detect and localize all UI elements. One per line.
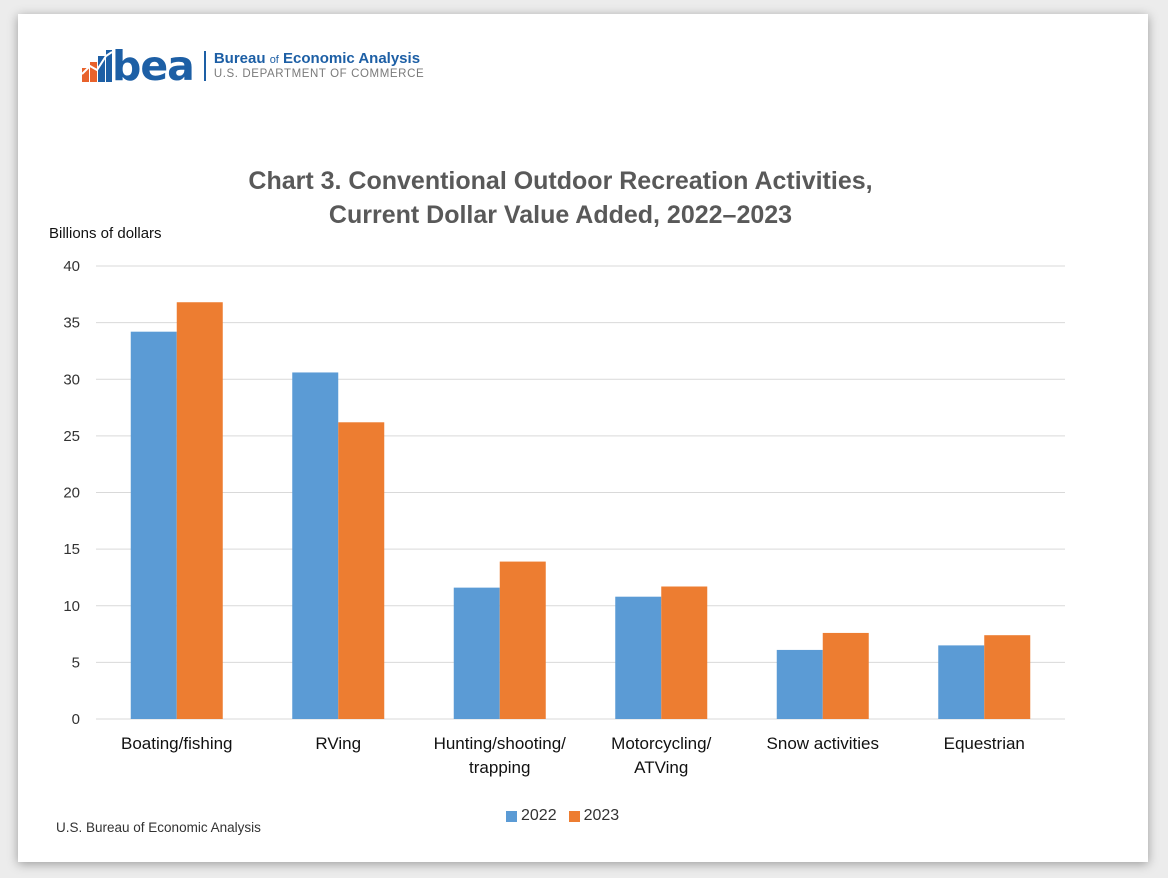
y-tick-label-5: 5: [72, 654, 80, 671]
logo-divider: [203, 51, 206, 81]
bar-2023-1: [338, 422, 385, 719]
y-tick-label-0: 0: [72, 711, 80, 728]
y-tick-label-25: 25: [63, 428, 80, 445]
bar-2022-0: [130, 331, 177, 719]
bar-2023-4: [822, 632, 869, 719]
chart-title: Chart 3. Conventional Outdoor Recreation…: [248, 167, 873, 229]
y-axis-label: Billions of dollars: [49, 225, 162, 242]
y-tick-label-10: 10: [63, 598, 80, 615]
y-tick-label-40: 40: [63, 258, 80, 275]
x-tick-label-3: Motorcycling/ATVing: [611, 734, 711, 777]
legend-swatch-2022: [506, 810, 517, 822]
legend-swatch-2023: [568, 810, 580, 822]
x-tick-label-2: Hunting/shooting/trapping: [434, 734, 567, 777]
chart-card: bea Bureau of Economic Analysis U.S. DEP…: [18, 14, 1148, 862]
y-tick-label-30: 30: [63, 371, 80, 388]
bar-2022-4: [776, 649, 823, 719]
bar-2023-2: [499, 561, 546, 719]
y-tick-label-15: 15: [63, 541, 80, 558]
x-tick-label-5: Equestrian: [944, 734, 1025, 753]
bar-chart: 0 5 10 15 20 25 30 35 40 Boating/fishing RVing Hunt…: [63, 258, 1065, 777]
bar-2022-5: [938, 645, 985, 719]
y-tick-label-35: 35: [63, 315, 80, 332]
bar-2022-2: [453, 587, 500, 719]
bar-2022-1: [292, 372, 339, 719]
bar-2022-3: [615, 596, 662, 719]
logo-wordmark: bea: [112, 42, 195, 90]
x-tick-label-0: Boating/fishing: [121, 734, 233, 753]
legend-item-2022: 2022: [506, 807, 557, 825]
legend-item-2023: 2023: [568, 807, 620, 825]
x-tick-label-1: RVing: [315, 734, 361, 753]
bar-2023-0: [176, 302, 223, 719]
org-name: Bureau of Economic Analysis: [213, 49, 421, 67]
y-tick-label-20: 20: [63, 485, 80, 502]
chart-legend: 2022 2023: [506, 807, 631, 825]
bea-chart-logo-icon: [82, 50, 112, 82]
department-name: U.S. DEPARTMENT OF COMMERCE: [213, 67, 425, 80]
bea-logo: bea Bureau of Economic Analysis U.S. DEP…: [82, 44, 424, 88]
legend-label-2023: 2023: [583, 807, 620, 824]
bar-2023-3: [661, 586, 708, 719]
legend-label-2022: 2022: [521, 807, 557, 824]
x-tick-label-4: Snow activities: [767, 734, 879, 753]
source-note: U.S. Bureau of Economic Analysis: [56, 820, 261, 835]
bar-2023-5: [984, 635, 1031, 719]
